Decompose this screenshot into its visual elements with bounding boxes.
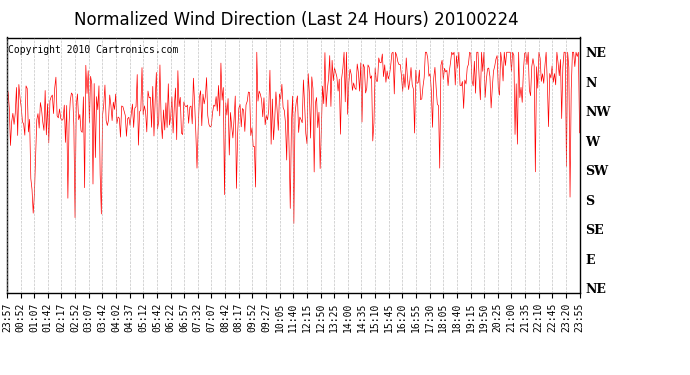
Text: Normalized Wind Direction (Last 24 Hours) 20100224: Normalized Wind Direction (Last 24 Hours… xyxy=(75,11,519,29)
Text: Copyright 2010 Cartronics.com: Copyright 2010 Cartronics.com xyxy=(8,45,179,55)
